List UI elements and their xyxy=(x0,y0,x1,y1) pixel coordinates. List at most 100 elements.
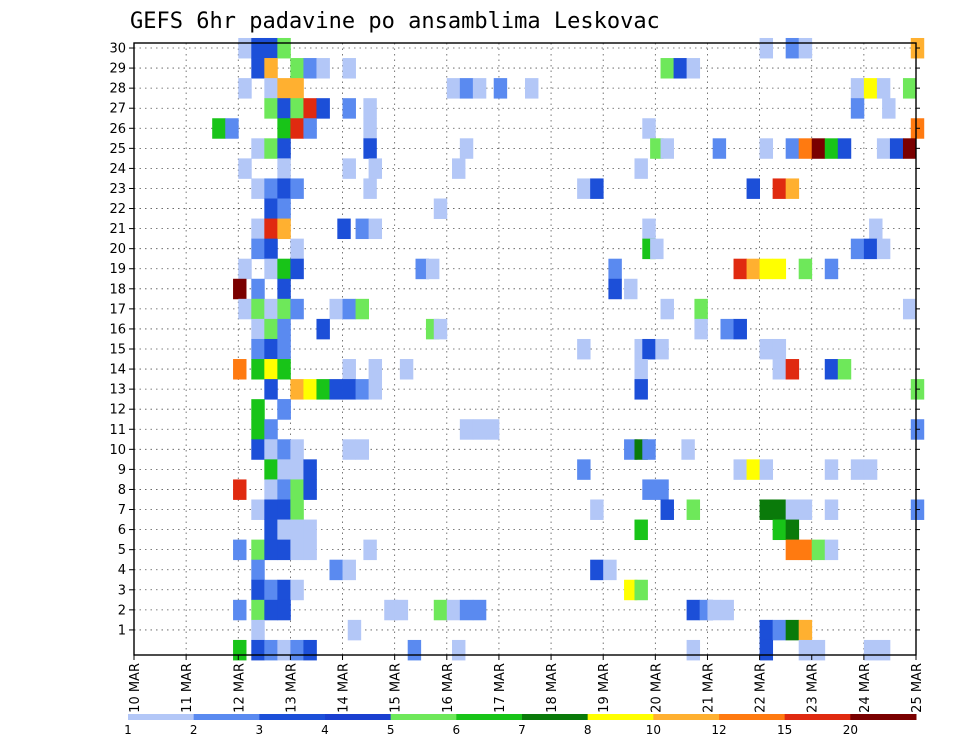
heatmap-cell xyxy=(329,379,343,400)
heatmap-cell xyxy=(485,419,500,440)
heatmap-cell xyxy=(277,318,291,340)
x-tick-label: 10 MAR xyxy=(128,663,143,713)
y-tick-label: 9 xyxy=(118,463,126,478)
heatmap-cell xyxy=(238,158,252,179)
heatmap-cell xyxy=(772,258,787,280)
y-tick-label: 7 xyxy=(118,503,126,518)
colorbar-label: 1 xyxy=(124,723,132,737)
heatmap-cell xyxy=(277,178,291,199)
x-tick-label: 14 MAR xyxy=(337,663,352,713)
heatmap-cell xyxy=(681,439,695,460)
heatmap-cell xyxy=(590,178,604,199)
heatmap-cell xyxy=(798,499,813,520)
colorbar-segment xyxy=(390,714,457,720)
y-tick-label: 6 xyxy=(118,523,126,538)
y-tick-label: 25 xyxy=(109,142,126,157)
heatmap-cell xyxy=(277,399,291,420)
heatmap-cell xyxy=(655,479,669,500)
heatmap-cell xyxy=(660,298,674,320)
y-tick-label: 13 xyxy=(109,383,126,398)
heatmap-cell xyxy=(303,379,317,400)
heatmap-cell xyxy=(368,158,383,179)
heatmap-cell xyxy=(342,439,356,460)
heatmap-cell xyxy=(277,158,291,179)
heatmap-cell xyxy=(811,639,826,661)
heatmap-cell xyxy=(785,37,800,59)
heatmap-cell xyxy=(238,258,252,280)
y-tick-label: 16 xyxy=(109,322,126,337)
heatmap-cell xyxy=(459,78,474,99)
heatmap-cell xyxy=(577,338,591,360)
heatmap-cell xyxy=(251,218,265,240)
heatmap-cell xyxy=(759,459,774,480)
heatmap-cell xyxy=(251,58,265,79)
heatmap-cell xyxy=(251,599,265,621)
heatmap-cell xyxy=(459,419,474,440)
heatmap-cell xyxy=(264,258,278,280)
heatmap-cell xyxy=(811,138,826,159)
heatmap-cell xyxy=(290,258,304,280)
heatmap-cell xyxy=(798,619,813,641)
heatmap-cell xyxy=(277,78,291,99)
colorbar-segment xyxy=(653,714,720,720)
heatmap-cell xyxy=(337,218,351,240)
heatmap-cell xyxy=(290,639,304,661)
heatmap-cell xyxy=(882,98,896,119)
heatmap-cell xyxy=(264,238,278,260)
heatmap-cell xyxy=(355,298,369,320)
y-tick-label: 23 xyxy=(109,182,126,197)
heatmap-cell xyxy=(577,459,591,480)
heatmap-cell xyxy=(785,499,800,520)
y-tick-label: 12 xyxy=(109,403,126,418)
colorbar-label: 4 xyxy=(321,723,329,737)
heatmap-cell xyxy=(642,439,656,460)
colorbar-segment xyxy=(128,714,195,720)
heatmap-cell xyxy=(624,579,638,601)
heatmap-cell xyxy=(277,479,291,500)
heatmap-cell xyxy=(342,559,356,581)
heatmap-cell xyxy=(264,138,278,159)
heatmap-cell xyxy=(233,639,247,661)
heatmap-cell xyxy=(251,619,265,641)
heatmap-cell xyxy=(660,138,674,159)
heatmap-cell xyxy=(290,118,304,139)
heatmap-cell xyxy=(733,318,747,340)
heatmap-cell xyxy=(212,118,226,139)
heatmap-cell xyxy=(634,379,648,400)
heatmap-cell xyxy=(472,599,487,621)
y-tick-label: 28 xyxy=(109,82,126,97)
heatmap-cell xyxy=(251,278,265,300)
heatmap-cell xyxy=(264,58,278,79)
heatmap-cell xyxy=(363,138,377,159)
heatmap-cell xyxy=(277,118,291,139)
heatmap-cell xyxy=(446,78,461,99)
heatmap-cell xyxy=(634,519,648,541)
heatmap-cell xyxy=(277,499,291,520)
heatmap-cell xyxy=(277,198,291,219)
colorbar-label: 5 xyxy=(387,723,395,737)
heatmap-cell xyxy=(290,519,304,541)
heatmap-cell xyxy=(264,499,278,520)
heatmap-cell xyxy=(277,359,291,380)
heatmap-cell xyxy=(233,479,247,500)
heatmap-cell xyxy=(316,379,330,400)
colorbar-label: 20 xyxy=(843,723,858,737)
heatmap-cell xyxy=(608,258,622,280)
heatmap-cells xyxy=(212,37,925,661)
y-tick-label: 1 xyxy=(118,623,126,638)
y-tick-label: 30 xyxy=(109,42,126,57)
heatmap-cell xyxy=(624,439,638,460)
heatmap-cell xyxy=(869,218,883,240)
heatmap-cell xyxy=(303,459,317,480)
heatmap-cell xyxy=(407,639,422,661)
heatmap-cell xyxy=(342,298,356,320)
heatmap-cell xyxy=(660,499,674,520)
heatmap-cell xyxy=(876,78,891,99)
heatmap-cell xyxy=(837,359,852,380)
heatmap-cell xyxy=(686,58,701,79)
heatmap-cell xyxy=(355,439,369,460)
grid-lines xyxy=(134,43,916,655)
y-tick-label: 17 xyxy=(109,302,126,317)
heatmap-cell xyxy=(772,338,787,360)
heatmap-cell xyxy=(238,298,252,320)
